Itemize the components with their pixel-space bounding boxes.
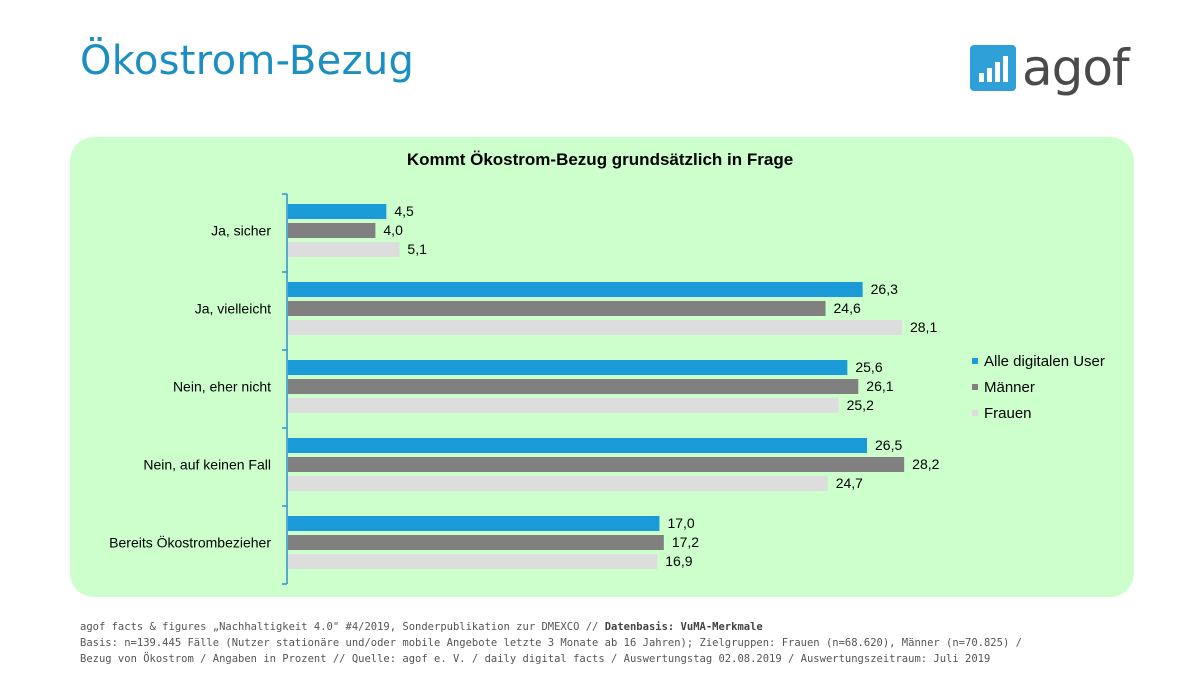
- legend-item: Frauen: [972, 400, 1105, 426]
- bar: [288, 320, 902, 335]
- category-label: Ja, vielleicht: [195, 301, 271, 317]
- bar-value-label: 26,5: [875, 437, 902, 453]
- bar-value-label: 16,9: [665, 553, 692, 569]
- bar: [288, 360, 848, 375]
- bar-value-label: 4,0: [383, 222, 403, 238]
- bar: [288, 282, 863, 297]
- agof-logo: agof: [970, 39, 1130, 97]
- bar: [288, 535, 664, 550]
- legend-swatch: [972, 358, 978, 364]
- bar: [288, 516, 660, 531]
- bar: [288, 204, 387, 219]
- bar-value-label: 17,0: [667, 515, 694, 531]
- footer-notes: agof facts & figures „Nachhaltigkeit 4.0…: [80, 619, 1140, 667]
- category-label: Bereits Ökostrombezieher: [109, 534, 271, 551]
- footer-data-basis: Datenbasis: VuMA-Merkmale: [604, 621, 763, 633]
- bar: [288, 438, 868, 453]
- category-label: Nein, eher nicht: [173, 379, 271, 395]
- bar: [288, 476, 828, 491]
- footer-line-2: Basis: n=139.445 Fälle (Nutzer stationär…: [80, 637, 1022, 649]
- bar-value-label: 17,2: [672, 534, 699, 550]
- bar-value-label: 4,5: [394, 203, 414, 219]
- logo-text: agof: [1022, 39, 1130, 97]
- legend-label: Frauen: [984, 404, 1032, 422]
- bar-value-label: 26,3: [871, 281, 898, 297]
- bar-value-label: 28,2: [912, 456, 939, 472]
- bar: [288, 242, 400, 257]
- chart-title: Kommt Ökostrom-Bezug grundsätzlich in Fr…: [406, 150, 794, 169]
- bar: [288, 554, 658, 569]
- page-title: Ökostrom-Bezug: [80, 38, 415, 84]
- bar-value-label: 28,1: [910, 319, 937, 335]
- bar-value-label: 24,6: [834, 300, 861, 316]
- legend-label: Alle digitalen User: [984, 352, 1105, 370]
- bar: [288, 223, 376, 238]
- legend-label: Männer: [984, 378, 1035, 396]
- bar: [288, 398, 839, 413]
- bar-value-label: 5,1: [407, 241, 427, 257]
- category-label: Nein, auf keinen Fall: [143, 457, 271, 473]
- bar-value-label: 25,6: [855, 359, 882, 375]
- legend-swatch: [972, 410, 978, 416]
- category-label: Ja, sicher: [211, 223, 271, 239]
- bar-value-label: 25,2: [847, 397, 874, 413]
- legend-item: Alle digitalen User: [972, 348, 1105, 374]
- footer-line-3: Bezug von Ökostrom / Angaben in Prozent …: [80, 653, 991, 665]
- footer-source: agof facts & figures „Nachhaltigkeit 4.0…: [80, 621, 605, 633]
- legend-item: Männer: [972, 374, 1105, 400]
- footer-line-1: agof facts & figures „Nachhaltigkeit 4.0…: [80, 619, 1140, 635]
- bar-value-label: 26,1: [866, 378, 893, 394]
- chart-legend: Alle digitalen User Männer Frauen: [972, 348, 1105, 426]
- legend-swatch: [972, 384, 978, 390]
- bar-chart-icon: [970, 45, 1016, 91]
- bar-value-label: 24,7: [836, 475, 863, 491]
- bar: [288, 457, 905, 472]
- bar: [288, 301, 826, 316]
- bar: [288, 379, 859, 394]
